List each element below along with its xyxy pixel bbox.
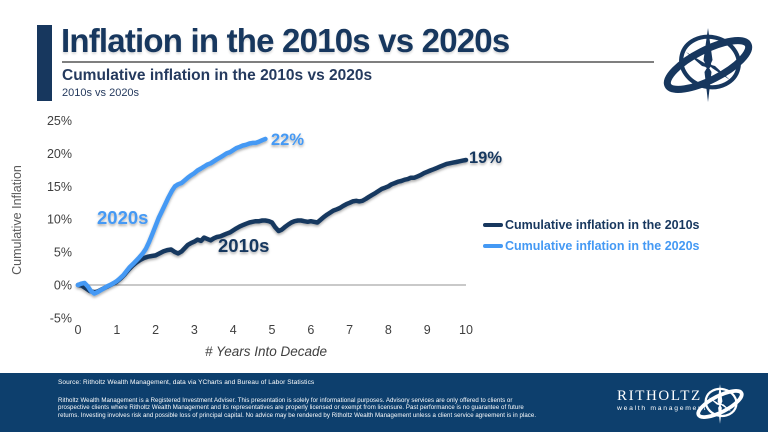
chart-subtitle-secondary: 2010s vs 2020s [62, 87, 140, 99]
title-accent-bar [37, 25, 52, 101]
disclaimer-line: prospective clients where Ritholtz Wealt… [58, 404, 524, 412]
footer-band: Source: Ritholtz Wealth Management, data… [0, 373, 768, 432]
y-tick-label: 20% [47, 147, 72, 161]
end-value-label-2020s: 22% [271, 131, 304, 149]
disclaimer: Ritholtz Wealth Management is a Register… [58, 397, 536, 419]
x-tick-label: 7 [346, 323, 353, 337]
x-tick-label: 10 [459, 323, 473, 337]
chart-subtitle: Cumulative inflation in the 2010s vs 202… [62, 67, 373, 84]
legend-label-2020s: Cumulative inflation in the 2020s [505, 239, 700, 253]
ritholtz-armillary-sphere-icon-white [696, 384, 744, 424]
source-note: Source: Ritholtz Wealth Management, data… [58, 379, 315, 386]
chart-legend: Cumulative inflation in the 2010s Cumula… [483, 218, 700, 260]
y-axis-ticks: 25% 20% 15% 10% 5% 0% -5% [47, 114, 72, 325]
title-underline [62, 61, 654, 63]
series-line-2020s [75, 136, 268, 296]
x-axis-title: # Years Into Decade [205, 344, 327, 359]
brand-name: RITHOLTZ [617, 388, 702, 404]
series-lines [75, 136, 469, 296]
y-axis-title: Cumulative Inflation [10, 165, 24, 275]
end-value-label-2010s: 19% [469, 149, 502, 167]
x-tick-label: 0 [75, 323, 82, 337]
series-line-2010s [75, 157, 469, 295]
x-tick-label: 1 [113, 323, 120, 337]
series-label-2020s: 2020s [97, 207, 148, 228]
disclaimer-line: returns. Investing involves risk and pos… [58, 411, 537, 419]
ritholtz-wordmark: RITHOLTZ wealth management [617, 389, 707, 412]
x-tick-label: 3 [191, 323, 198, 337]
y-tick-label: -5% [50, 311, 72, 325]
x-tick-label: 9 [424, 323, 431, 337]
x-axis-ticks: 0 1 2 3 4 5 6 7 8 9 10 [75, 323, 473, 337]
y-tick-label: 5% [54, 246, 72, 260]
x-tick-label: 8 [385, 323, 392, 337]
legend-item-2010s: Cumulative inflation in the 2010s [483, 218, 700, 232]
brand-subtitle: wealth management [617, 404, 708, 412]
page-title: Inflation in the 2010s vs 2020s [61, 22, 510, 59]
y-tick-label: 25% [47, 114, 72, 128]
x-tick-label: 6 [307, 323, 314, 337]
series-label-2010s: 2010s [218, 235, 269, 256]
legend-label-2010s: Cumulative inflation in the 2010s [505, 218, 700, 232]
y-tick-label: 0% [54, 279, 72, 293]
y-tick-label: 15% [47, 180, 72, 194]
ritholtz-armillary-sphere-icon [663, 28, 753, 102]
legend-swatch-2020s [483, 243, 503, 249]
legend-swatch-2010s [483, 222, 503, 228]
disclaimer-line: Ritholtz Wealth Management is a Register… [58, 397, 513, 404]
y-tick-label: 10% [47, 213, 72, 227]
x-tick-label: 5 [269, 323, 276, 337]
x-tick-label: 2 [152, 323, 159, 337]
legend-item-2020s: Cumulative inflation in the 2020s [483, 239, 700, 253]
x-tick-label: 4 [230, 323, 237, 337]
